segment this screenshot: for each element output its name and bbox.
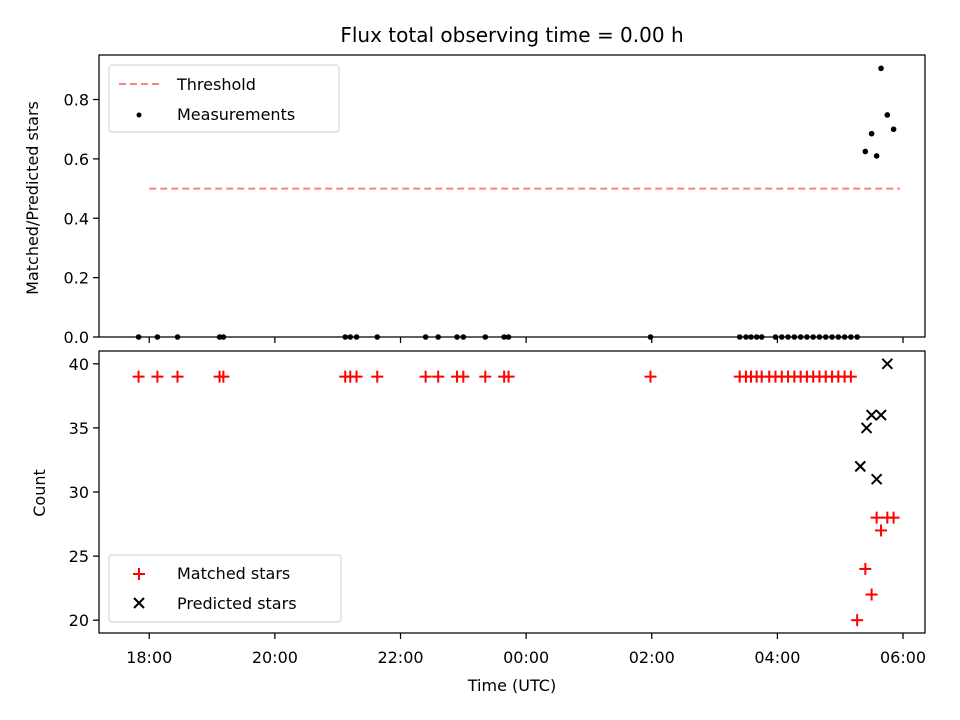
legend-matched-label: Matched stars: [177, 564, 290, 583]
legend-matched-swatch: [133, 568, 145, 580]
top-y-ticks: 0.0 0.2 0.4 0.6 0.8: [64, 91, 99, 347]
measurement-point: [890, 126, 897, 133]
bottom-plot-content: [132, 358, 900, 627]
y-tick-label: 35: [69, 419, 89, 438]
x-tick-label: 04:00: [754, 648, 800, 667]
predicted-star-point: [865, 409, 878, 421]
top-panel: Flux total observing time = 0.00 h Match…: [23, 23, 926, 347]
matched-star-point: [217, 370, 230, 383]
matched-star-point: [151, 370, 164, 383]
predicted-star-point: [854, 460, 867, 473]
measurement-point: [878, 65, 884, 72]
bottom-legend: Matched stars Predicted stars: [108, 554, 342, 623]
bottom-x-ticks: 18:00 20:00 22:00 00:00 02:00 04:00 06:00: [126, 633, 926, 667]
top-plot-frame: [98, 54, 926, 338]
legend-threshold-label: Threshold: [176, 75, 256, 94]
matched-star-point: [502, 370, 515, 383]
bottom-panel: Count Time (UTC) 20 25 30 35 40 18:00 20:00 22…: [30, 350, 926, 695]
y-tick-label: 0.4: [64, 209, 89, 228]
bottom-y-axis-label: Count: [30, 469, 49, 517]
bottom-legend-box: [108, 554, 342, 623]
matched-star-point: [875, 524, 888, 537]
matched-star-point: [644, 370, 657, 383]
matched-star-point: [851, 614, 864, 627]
legend-measurements-swatch: [136, 112, 142, 118]
matched-star-point: [887, 511, 900, 524]
top-x-ticks: [148, 337, 904, 343]
matched-star-point: [371, 370, 384, 383]
matched-star-point: [419, 370, 432, 383]
x-tick-label: 18:00: [126, 648, 172, 667]
matched-star-point: [132, 370, 145, 383]
x-axis-label: Time (UTC): [467, 676, 556, 695]
matched-star-point: [432, 370, 445, 383]
predicted-star-point: [870, 473, 883, 485]
legend-measurements-label: Measurements: [177, 105, 295, 124]
matched-star-point: [350, 370, 363, 383]
predicted-star-point: [875, 409, 887, 421]
measurement-point: [862, 148, 869, 155]
measurement-point: [868, 130, 875, 137]
x-tick-label: 06:00: [880, 648, 926, 667]
matched-star-point: [479, 370, 492, 383]
y-tick-label: 25: [69, 547, 89, 566]
x-tick-label: 22:00: [377, 648, 423, 667]
x-tick-label: 00:00: [503, 648, 549, 667]
x-tick-label: 20:00: [252, 648, 298, 667]
matched-star-point: [859, 562, 872, 575]
measurement-point: [873, 153, 880, 159]
legend-predicted-label: Predicted stars: [177, 594, 297, 613]
legend-predicted-swatch: [133, 597, 145, 609]
chart-title: Flux total observing time = 0.00 h: [340, 23, 683, 47]
top-y-axis-label: Matched/Predicted stars: [23, 101, 42, 295]
x-tick-label: 02:00: [629, 648, 675, 667]
top-legend-box: [108, 64, 340, 133]
top-legend: Threshold Measurements: [108, 64, 340, 133]
y-tick-label: 0.0: [64, 328, 89, 347]
y-tick-label: 40: [69, 355, 89, 374]
matched-star-point: [870, 511, 883, 524]
y-tick-label: 20: [69, 611, 89, 630]
matched-star-point: [457, 370, 470, 383]
y-tick-label: 0.6: [64, 150, 89, 169]
y-tick-label: 0.8: [64, 91, 89, 110]
y-tick-label: 30: [69, 483, 89, 502]
predicted-star-point: [881, 358, 894, 370]
matched-star-point: [171, 370, 184, 383]
matched-star-point: [844, 370, 857, 383]
matched-star-point: [865, 588, 878, 601]
y-tick-label: 0.2: [64, 269, 89, 288]
measurement-point: [884, 112, 891, 118]
predicted-star-point: [860, 422, 873, 434]
bottom-y-ticks: 20 25 30 35 40: [69, 355, 99, 630]
